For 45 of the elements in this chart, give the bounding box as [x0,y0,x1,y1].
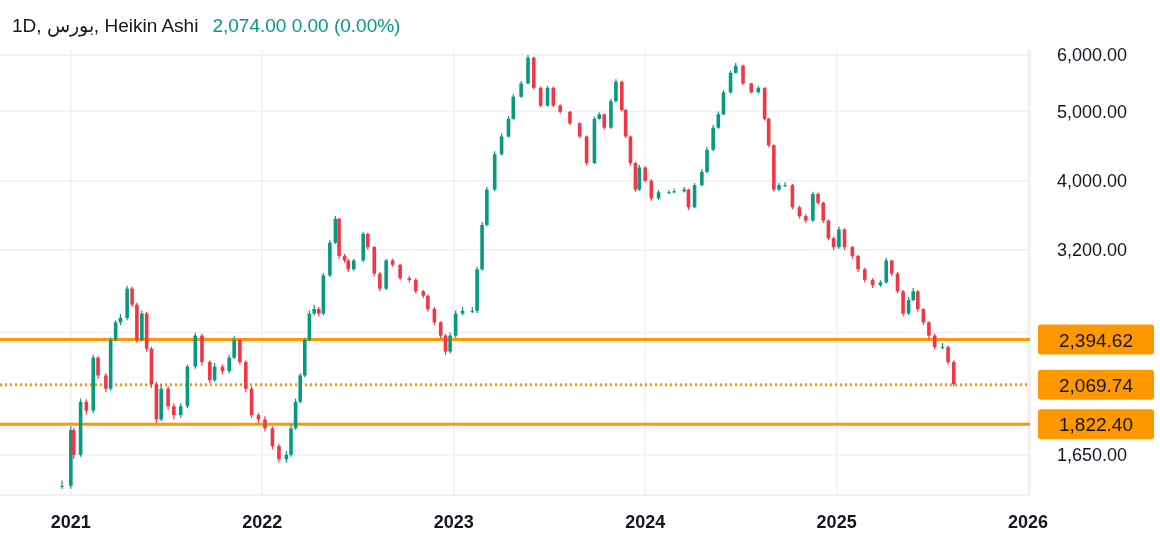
candlestick [227,354,231,374]
ref-line-label: 1,822.40 [1059,414,1133,436]
candlestick [511,93,516,121]
candlestick [238,338,242,366]
chart-subtitle: 2,074.00 0.00 (0.00%) [212,15,401,36]
y-tick-label: 6,000.00 [1056,45,1128,66]
candlestick [901,289,905,318]
x-tick-label: 2022 [242,512,283,532]
candlestick [952,359,956,387]
candlestick [551,86,556,108]
x-tick-label: 2021 [50,512,91,532]
candlestick [166,385,170,411]
ref-line-label: 2,394.62 [1059,329,1133,351]
candlestick [946,344,950,366]
candlestick [448,331,452,355]
candlestick [711,124,715,152]
candlestick [614,78,618,104]
y-tick-label: 4,000.00 [1056,170,1128,191]
x-tick-label: 2023 [433,512,474,532]
candlestick [277,443,281,464]
candlestick [378,271,382,292]
candlestick [208,359,212,384]
candlestick [672,187,676,194]
candlestick [783,181,787,188]
candlestick [705,146,709,174]
candlestick [741,63,745,86]
candlestick [104,372,108,393]
candlestick [821,200,826,224]
candlestick [667,189,671,195]
candlestick [916,289,920,313]
x-tick-label: 2026 [1008,512,1049,532]
y-tick-label: 5,000.00 [1056,101,1128,122]
y-tick-label: 1,650.00 [1056,444,1128,465]
candlestick [837,225,841,250]
candlestick [60,479,64,490]
chart-title: 1D, بورس, Heikin Ashi [12,15,199,37]
x-tick-label: 2025 [816,512,857,532]
candlestick [232,335,236,360]
candlestick [884,257,889,285]
candlestick [96,355,100,380]
candlestick [130,286,134,308]
candlestick [637,164,642,192]
x-tick-label: 2024 [625,512,666,532]
y-tick-label: 3,200.00 [1056,239,1128,260]
ref-line-label: 2,069.74 [1059,374,1134,396]
